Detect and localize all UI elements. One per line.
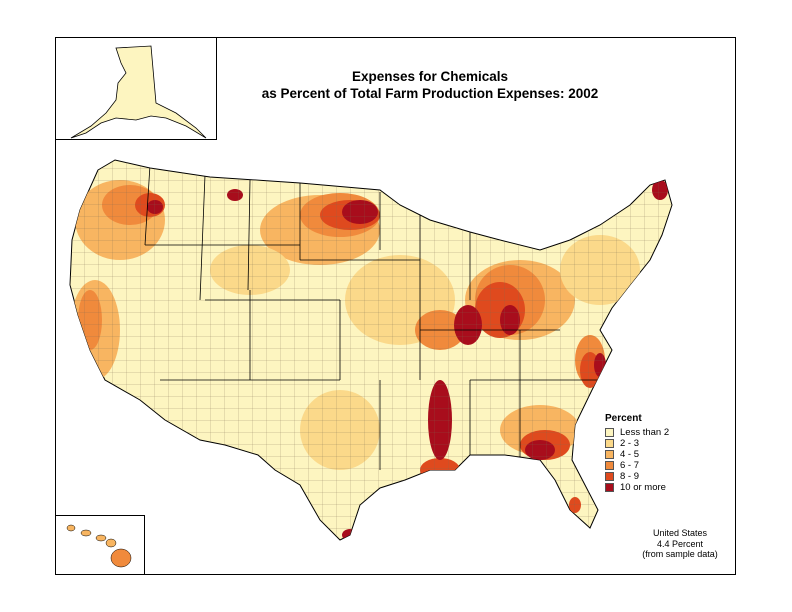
title-line-2: as Percent of Total Farm Production Expe… — [261, 86, 599, 101]
map-title: Expenses for Chemicals as Percent of Tot… — [240, 68, 620, 102]
legend-label: 10 or more — [620, 482, 666, 493]
legend-swatch — [605, 450, 614, 459]
legend-swatch — [605, 483, 614, 492]
legend-label: Less than 2 — [620, 427, 670, 438]
state-lines — [144, 164, 600, 470]
legend-item: 6 - 7 — [605, 460, 715, 471]
legend-title: Percent — [605, 413, 642, 424]
legend-item: 2 - 3 — [605, 438, 715, 449]
alaska-map — [70, 45, 207, 139]
summary-line-3: (from sample data) — [642, 549, 718, 559]
legend-item: 8 - 9 — [605, 471, 715, 482]
legend-label: 2 - 3 — [620, 438, 640, 449]
title-line-1: Expenses for Chemicals — [351, 69, 509, 84]
legend-item: 4 - 5 — [605, 449, 715, 460]
hawaii-map — [66, 524, 132, 568]
hawaii-inset — [55, 515, 145, 575]
legend-swatch — [605, 439, 614, 448]
legend-item: 10 or more — [605, 482, 715, 493]
alaska-inset — [55, 37, 217, 140]
summary-line-2: 4.4 Percent — [656, 538, 704, 549]
legend: Percent Less than 2 2 - 3 4 - 5 6 - 7 8 … — [605, 413, 715, 493]
county-shading — [70, 160, 672, 540]
summary-note: United States 4.4 Percent (from sample d… — [640, 528, 720, 560]
legend-label: 4 - 5 — [620, 449, 640, 460]
legend-swatch — [605, 428, 614, 437]
summary-line-1: United States — [652, 528, 708, 538]
legend-swatch — [605, 472, 614, 481]
legend-label: 6 - 7 — [620, 460, 640, 471]
legend-swatch — [605, 461, 614, 470]
legend-item: Less than 2 — [605, 427, 715, 438]
legend-label: 8 - 9 — [620, 471, 640, 482]
